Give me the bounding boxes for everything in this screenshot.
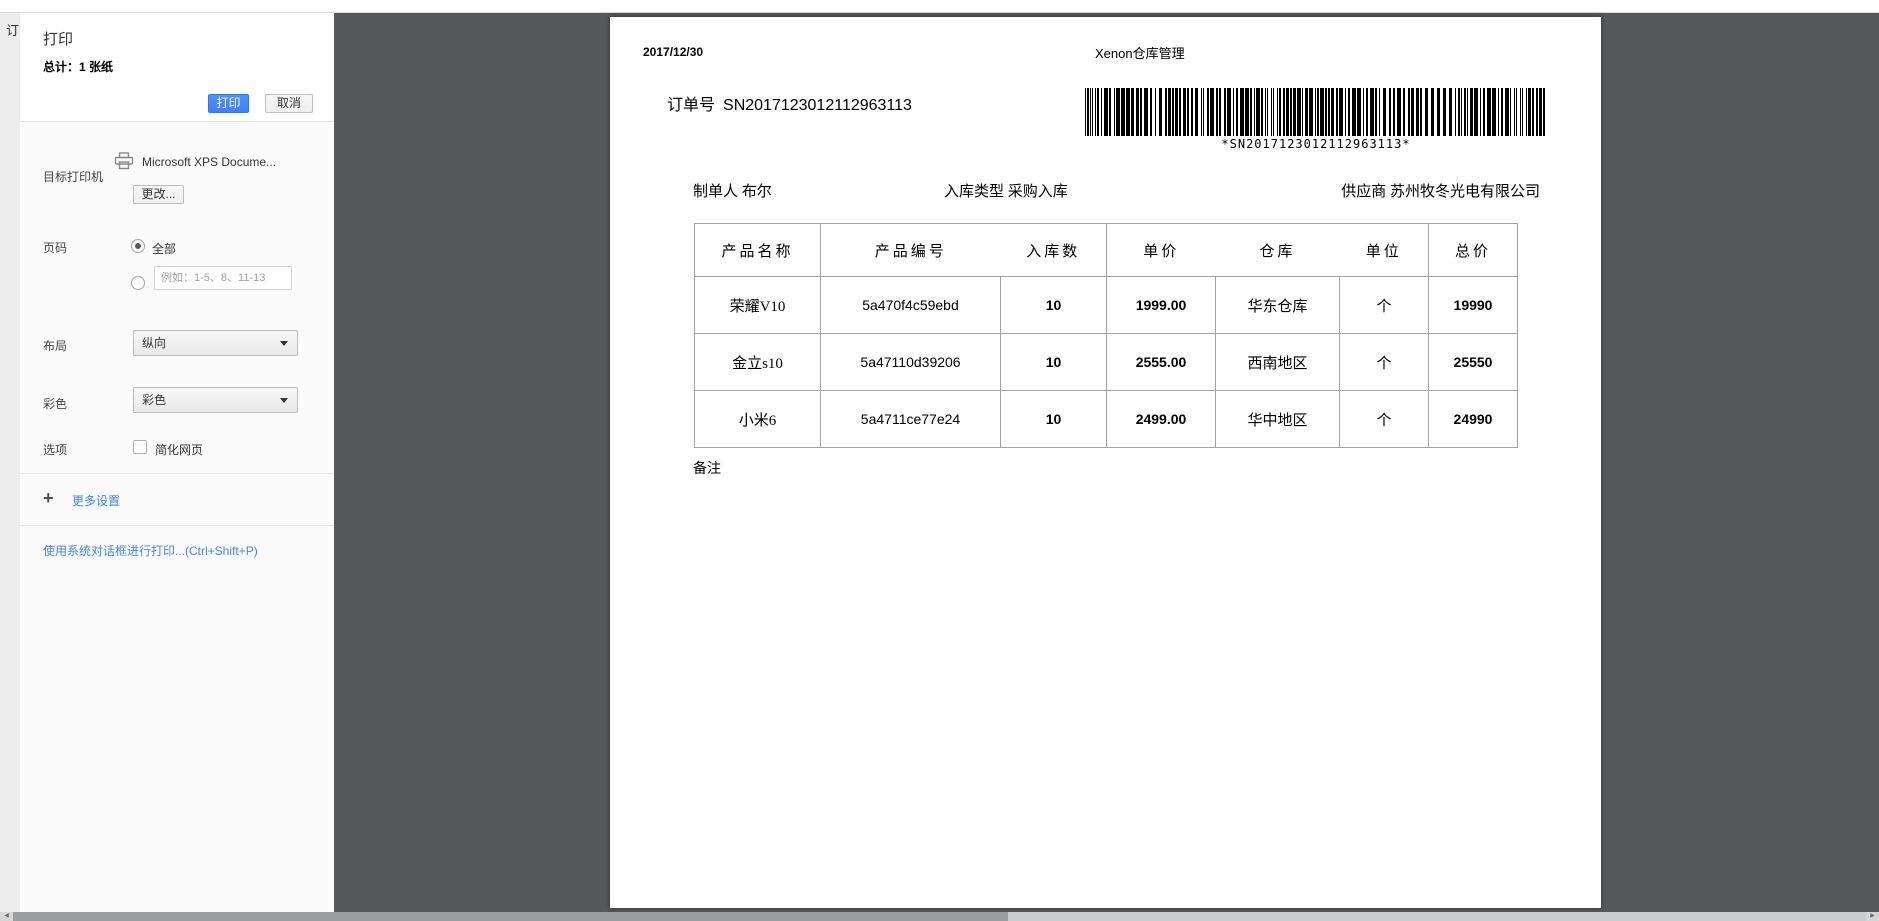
- chevron-down-icon: [280, 341, 288, 346]
- clipped-page-text: 订: [6, 23, 20, 38]
- preview-page: 2017/12/30 Xenon仓库管理 订单号 SN20171230121129…: [610, 17, 1601, 908]
- order-number-value: SN2017123012112963113: [723, 97, 912, 114]
- print-dialog: 打印 总计：1 张纸 打印 取消 目标打印机 Microsoft XPS Doc…: [20, 13, 334, 912]
- pages-all-radio[interactable]: [131, 239, 145, 253]
- table-cell: 5a4711ce77e24: [820, 390, 1001, 448]
- table-cell: 2555.00: [1106, 333, 1216, 391]
- color-select-value: 彩色: [142, 393, 167, 407]
- scrollbar-thumb[interactable]: [13, 912, 1008, 921]
- table-row: 荣耀V10 5a470f4c59ebd 10 1999.00 华东仓库个 19990: [694, 276, 1518, 334]
- printer-icon: [114, 152, 134, 170]
- print-preview-area: 2017/12/30 Xenon仓库管理 订单号 SN20171230121129…: [334, 13, 1879, 912]
- table-header-cell: 入库数: [1026, 243, 1081, 260]
- table-row: 小米6 5a4711ce77e24 10 2499.00 华中地区个 24990: [694, 390, 1518, 448]
- color-select[interactable]: 彩色: [133, 387, 298, 413]
- table-header-cell: 产品名称: [721, 243, 794, 260]
- table-cell: 荣耀V10: [694, 276, 821, 334]
- table-header-cell: 单价: [1106, 223, 1216, 277]
- plus-icon: +: [43, 488, 54, 508]
- barcode-text: *SN2017123012112963113*: [1221, 137, 1411, 151]
- table-cell: 10: [1000, 390, 1107, 448]
- table-cell: 金立s10: [694, 333, 821, 391]
- print-total-sheets: 总计：1 张纸: [43, 60, 114, 74]
- document-date: 2017/12/30: [643, 45, 704, 59]
- table-header-cell: 产品编号: [820, 223, 1001, 277]
- table-cell: 华中地区: [1215, 390, 1340, 448]
- supplier-field: 供应商 苏州牧冬光电有限公司: [1341, 184, 1540, 200]
- pages-range-radio[interactable]: [131, 276, 145, 290]
- pages-range-input[interactable]: [154, 266, 292, 290]
- layout-select[interactable]: 纵向: [133, 330, 298, 356]
- product-table-body: 荣耀V10 5a470f4c59ebd 10 1999.00 华东仓库个 19990 金立s…: [694, 276, 1518, 448]
- product-table: 产品名称 产品编号 入库数 单价 仓库 单位 总价 荣耀V10 5a470f4c59ebd 10…: [694, 223, 1518, 448]
- barcode-image: [1085, 88, 1547, 136]
- barcode-block: *SN2017123012112963113*: [1085, 88, 1547, 151]
- pages-label: 页码: [43, 241, 68, 255]
- scroll-left-arrow-icon[interactable]: ◀: [0, 912, 13, 921]
- change-printer-button[interactable]: 更改...: [133, 185, 184, 204]
- table-cell: 个: [1339, 390, 1429, 448]
- table-cell: 个: [1339, 333, 1429, 391]
- print-dialog-title: 打印: [43, 31, 74, 48]
- document-info-row: 制单人 布尔 入库类型 采购入库 供应商 苏州牧冬光电有限公司: [610, 180, 1601, 200]
- table-cell: 小米6: [694, 390, 821, 448]
- divider: [20, 525, 334, 526]
- pages-all-label[interactable]: 全部: [152, 242, 177, 256]
- document-app-title: Xenon仓库管理: [1095, 46, 1185, 61]
- scroll-right-arrow-icon[interactable]: ▶: [1866, 912, 1879, 921]
- more-settings-link[interactable]: 更多设置: [72, 494, 121, 508]
- table-cell: 西南地区: [1215, 333, 1340, 391]
- horizontal-scrollbar[interactable]: ◀ ▶: [0, 912, 1879, 921]
- creator-field: 制单人 布尔: [693, 184, 772, 200]
- browser-top-strip: [0, 0, 1879, 13]
- product-table-head: 产品名称 产品编号 入库数 单价 仓库 单位 总价: [695, 223, 1518, 277]
- chevron-down-icon: [280, 398, 288, 403]
- cancel-button[interactable]: 取消: [265, 94, 313, 113]
- system-print-dialog-link[interactable]: 使用系统对话框进行打印...(Ctrl+Shift+P): [43, 544, 258, 558]
- table-cell: 5a470f4c59ebd: [820, 276, 1001, 334]
- table-cell: 1999.00: [1106, 276, 1216, 334]
- print-button[interactable]: 打印: [208, 94, 249, 113]
- table-header-cell: 仓库: [1259, 243, 1296, 260]
- options-label: 选项: [43, 443, 68, 457]
- table-cell: 华东仓库: [1215, 276, 1340, 334]
- table-cell: 24990: [1428, 390, 1518, 448]
- table-cell: 个: [1339, 276, 1429, 334]
- order-number-label: 订单号: [667, 97, 716, 114]
- divider: [20, 473, 334, 474]
- table-header-cell: 单位: [1365, 243, 1402, 260]
- simplify-page-checkbox[interactable]: [133, 440, 147, 454]
- table-cell: 10: [1000, 276, 1107, 334]
- table-cell: 5a47110d39206: [820, 333, 1001, 391]
- layout-select-value: 纵向: [142, 336, 167, 350]
- stock-type-field: 入库类型 采购入库: [944, 184, 1068, 200]
- destination-printer-name: Microsoft XPS Docume...: [142, 155, 277, 169]
- color-label: 彩色: [43, 397, 68, 411]
- table-cell: 10: [1000, 333, 1107, 391]
- table-cell: 2499.00: [1106, 390, 1216, 448]
- layout-label: 布局: [43, 339, 68, 353]
- simplify-page-label[interactable]: 简化网页: [155, 443, 204, 457]
- table-cell: 25550: [1428, 333, 1518, 391]
- table-header-cell: 总价: [1428, 223, 1518, 277]
- destination-label: 目标打印机: [43, 170, 104, 184]
- table-row: 金立s10 5a47110d39206 10 2555.00 西南地区个 25550: [694, 333, 1518, 391]
- order-number-line: 订单号 SN2017123012112963113: [667, 91, 912, 115]
- table-cell: 19990: [1428, 276, 1518, 334]
- underlying-page-gutter: 订: [0, 13, 20, 912]
- remarks-label: 备注: [693, 462, 721, 477]
